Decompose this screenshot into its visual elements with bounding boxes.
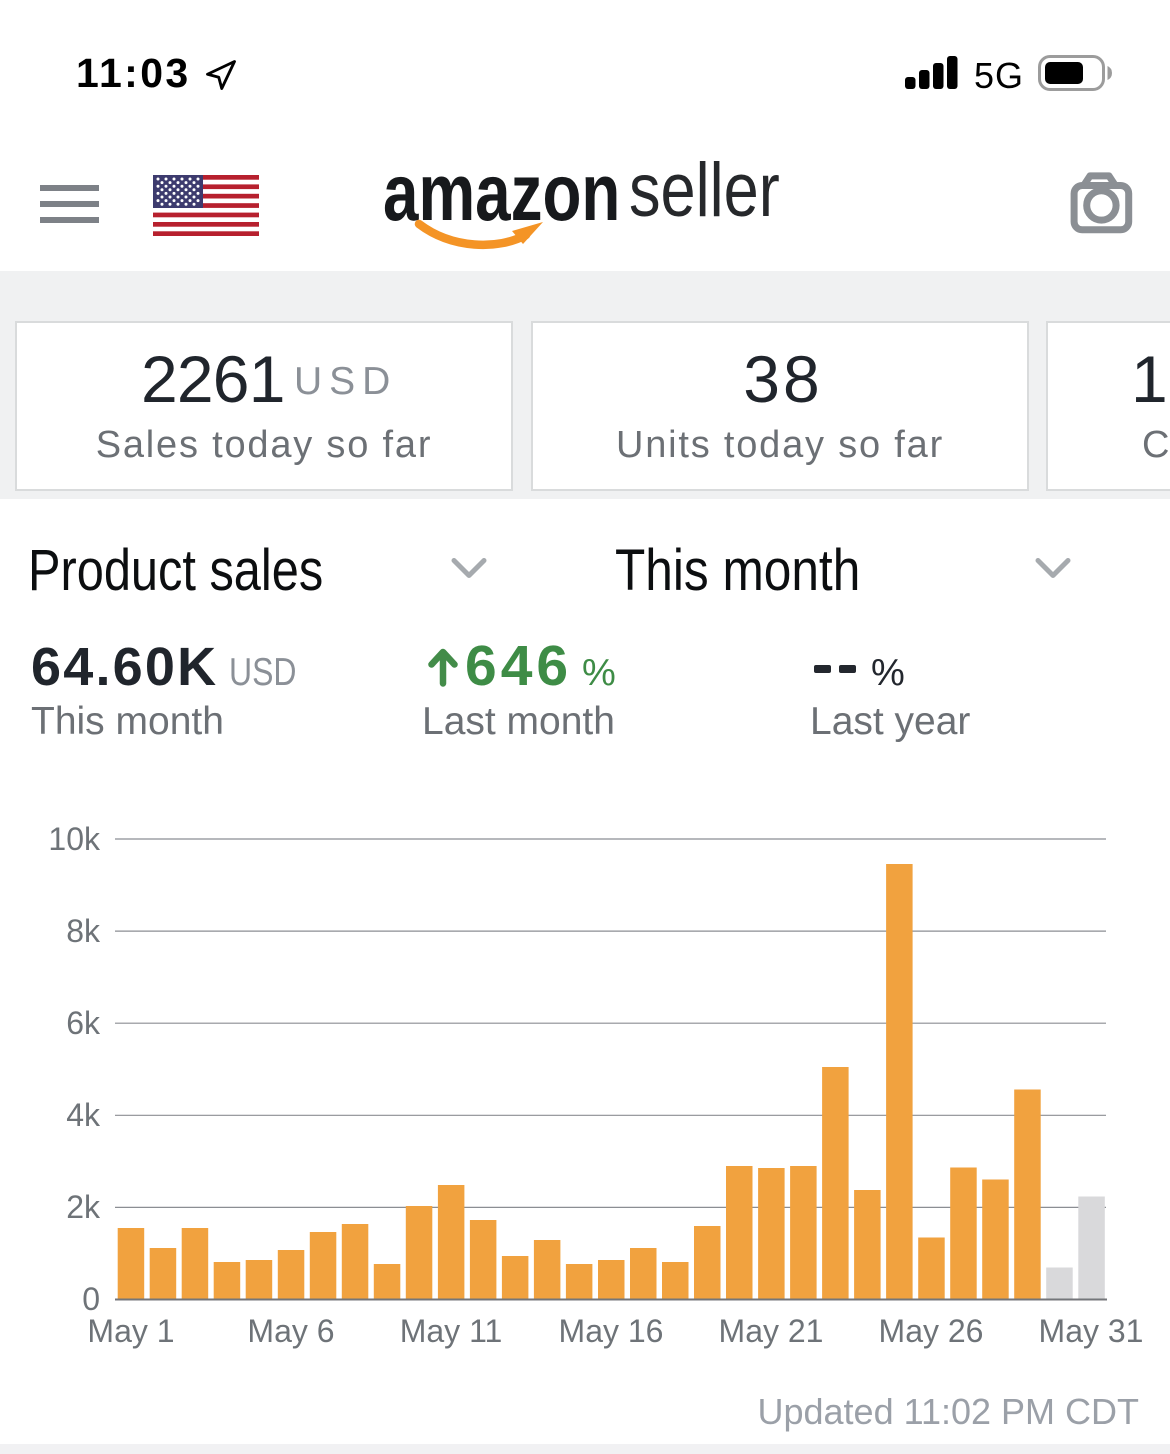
svg-text:May 1: May 1 (87, 1313, 174, 1349)
svg-text:8k: 8k (66, 913, 101, 949)
svg-text:6k: 6k (66, 1005, 101, 1041)
svg-text:May 16: May 16 (559, 1313, 664, 1349)
svg-text:0: 0 (82, 1281, 100, 1317)
svg-text:May 11: May 11 (400, 1313, 503, 1349)
svg-text:4k: 4k (66, 1097, 101, 1133)
svg-text:May 31: May 31 (1039, 1313, 1144, 1349)
svg-text:May 26: May 26 (879, 1313, 984, 1349)
svg-text:May 6: May 6 (247, 1313, 334, 1349)
svg-text:2k: 2k (66, 1189, 101, 1225)
svg-text:May 21: May 21 (719, 1313, 824, 1349)
svg-text:10k: 10k (48, 821, 101, 857)
svg-text:Updated 11:02 PM CDT: Updated 11:02 PM CDT (757, 1391, 1139, 1432)
